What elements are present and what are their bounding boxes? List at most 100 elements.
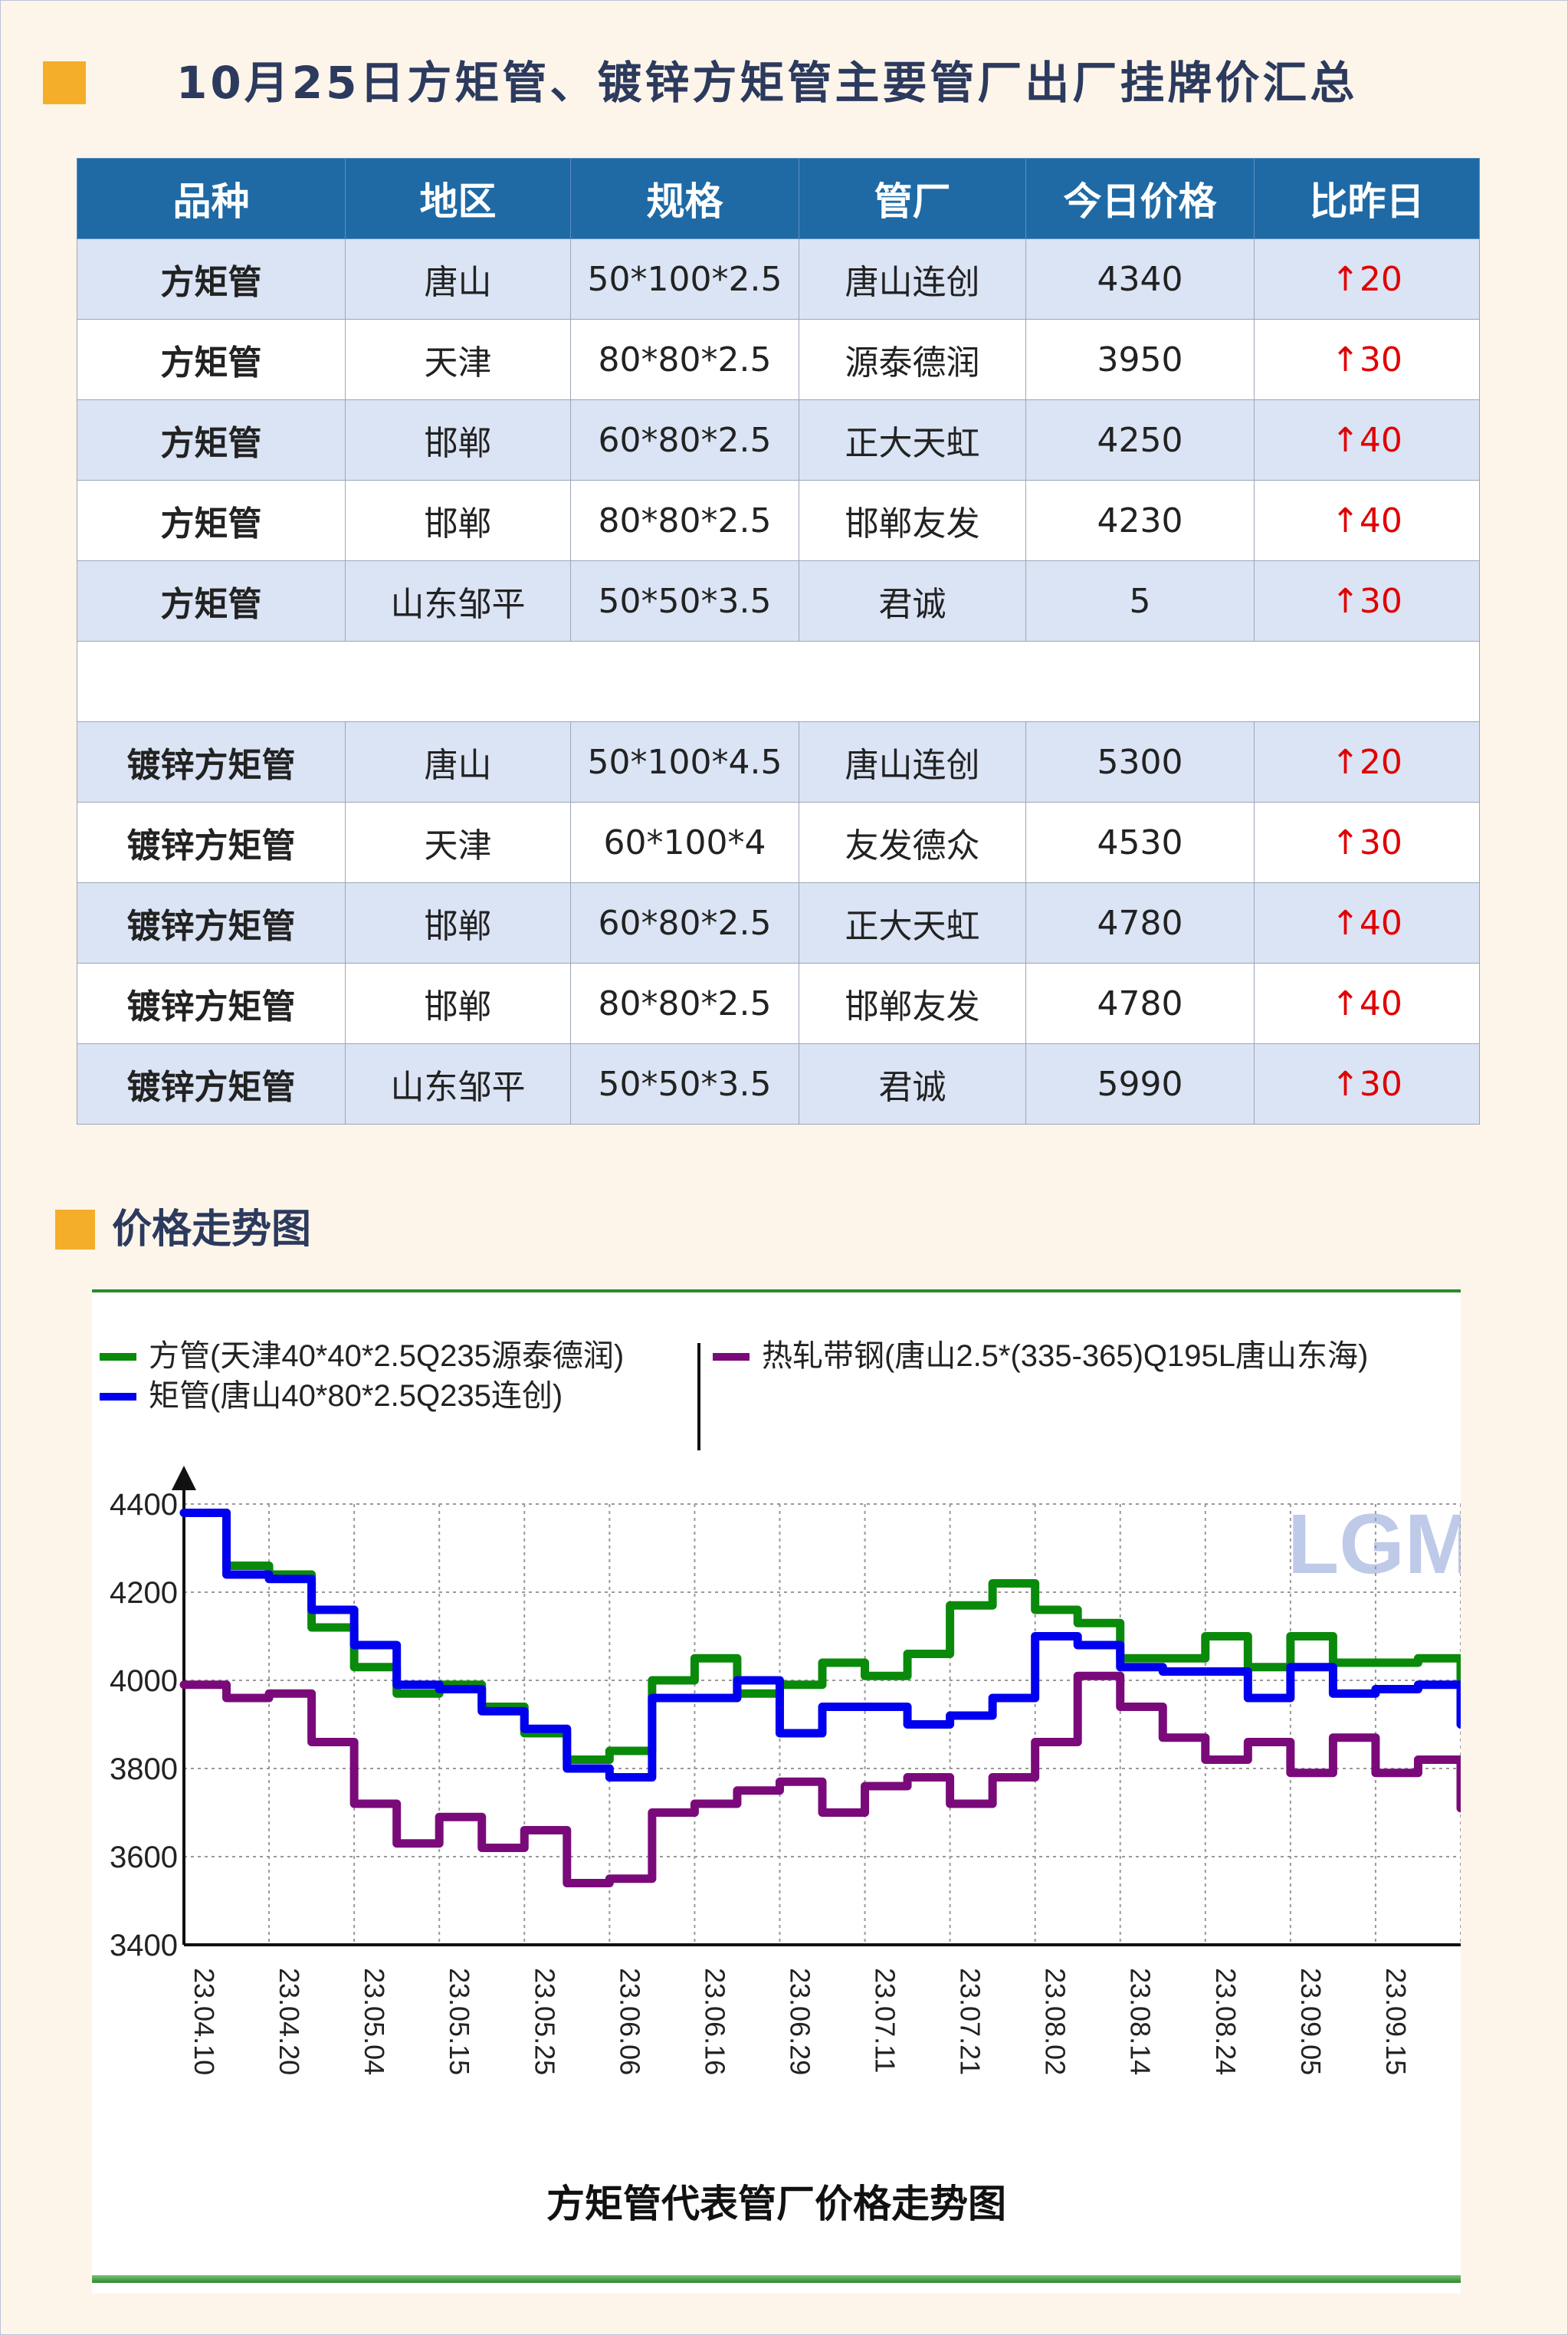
watermark-logo: LGMI: [1288, 1497, 1461, 1591]
cell-factory: 正大天虹: [799, 399, 1026, 481]
y-tick-label: 3600: [110, 1841, 178, 1874]
x-tick-label: 23.04.20: [274, 1968, 305, 2075]
cell-category: 方矩管: [77, 319, 346, 400]
cell-category: 镀锌方矩管: [77, 802, 346, 883]
cell-price: 4780: [1025, 963, 1255, 1044]
page-title: 10月25日方矩管、镀锌方矩管主要管厂出厂挂牌价汇总: [176, 57, 1358, 109]
y-tick-label: 3400: [110, 1929, 178, 1962]
cell-category: 镀锌方矩管: [77, 963, 346, 1044]
x-tick-label: 23.09.15: [1380, 1968, 1412, 2075]
x-tick-label: 23.08.14: [1125, 1968, 1156, 2075]
header-region: 地区: [345, 158, 571, 239]
x-tick-label: 23.08.24: [1210, 1968, 1242, 2075]
cell-region: 邯郸: [345, 480, 571, 561]
cell-region: 山东邹平: [345, 1043, 571, 1125]
x-tick-label: 23.06.16: [699, 1968, 730, 2075]
x-tick-label: 23.05.04: [359, 1968, 390, 2075]
cell-spec: 50*100*2.5: [570, 238, 799, 320]
cell-spec: 50*100*4.5: [570, 721, 799, 803]
y-tick-label: 4000: [110, 1664, 178, 1698]
legend-label: 方管(天津40*40*2.5Q235源泰德润): [149, 1339, 624, 1373]
y-tick-label: 3800: [110, 1752, 178, 1786]
cell-change: ↑40: [1254, 963, 1480, 1044]
cell-change: ↑40: [1254, 399, 1480, 481]
cell-category: 镀锌方矩管: [77, 882, 346, 964]
cell-factory: 唐山连创: [799, 238, 1026, 320]
x-tick-label: 23.07.11: [870, 1968, 901, 2073]
cell-change: ↑30: [1254, 1043, 1480, 1125]
page-header: 10月25日方矩管、镀锌方矩管主要管厂出厂挂牌价汇总: [43, 46, 1530, 120]
trend-chart: 方管(天津40*40*2.5Q235源泰德润) 矩管(唐山40*80*2.5Q23…: [92, 1289, 1461, 2294]
chart-title: 方矩管代表管厂价格走势图: [546, 2182, 1006, 2226]
header-factory: 管厂: [799, 158, 1026, 239]
cell-change: ↑20: [1254, 238, 1480, 320]
cell-spec: 60*80*2.5: [570, 882, 799, 964]
cell-factory: 君诚: [799, 1043, 1026, 1125]
legend-label: 矩管(唐山40*80*2.5Q235连创): [149, 1379, 563, 1413]
x-tick-label: 23.06.06: [614, 1968, 645, 2075]
legend-label: 热轧带钢(唐山2.5*(335-365)Q195L唐山东海): [762, 1339, 1368, 1373]
cell-change: ↑40: [1254, 480, 1480, 561]
section-title: 价格走势图: [112, 1207, 312, 1253]
spacer-cell: [77, 641, 1480, 722]
cell-category: 镀锌方矩管: [77, 721, 346, 803]
series-line: [179, 1671, 1461, 1887]
cell-spec: 50*50*3.5: [570, 560, 799, 642]
x-tick-label: 23.06.29: [784, 1968, 815, 2075]
chart-bottom-border: [92, 2275, 1461, 2283]
chart-svg: 方管(天津40*40*2.5Q235源泰德润) 矩管(唐山40*80*2.5Q23…: [100, 1339, 1461, 2226]
cell-price: 4340: [1025, 238, 1255, 320]
cell-region: 邯郸: [345, 882, 571, 964]
header-price: 今日价格: [1025, 158, 1255, 239]
cell-factory: 君诚: [799, 560, 1026, 642]
cell-price: 3950: [1025, 319, 1255, 400]
y-tick-label: 4200: [110, 1576, 178, 1610]
cell-price: 5990: [1025, 1043, 1255, 1125]
cell-change: ↑30: [1254, 802, 1480, 883]
table-row: 方矩管 天津 80*80*2.5 源泰德润 3950 ↑30: [77, 319, 1480, 400]
cell-change: ↑20: [1254, 721, 1480, 803]
x-tick-label: 23.05.25: [529, 1968, 560, 2075]
cell-change: ↑30: [1254, 319, 1480, 400]
cell-change: ↑30: [1254, 560, 1480, 642]
cell-price: 5300: [1025, 721, 1255, 803]
title-marker-icon: [43, 61, 86, 104]
table-row: 镀锌方矩管 邯郸 80*80*2.5 邯郸友发 4780 ↑40: [77, 963, 1480, 1044]
cell-factory: 源泰德润: [799, 319, 1026, 400]
cell-spec: 80*80*2.5: [570, 963, 799, 1044]
cell-factory: 正大天虹: [799, 882, 1026, 964]
table-row: 方矩管 唐山 50*100*2.5 唐山连创 4340 ↑20: [77, 238, 1480, 320]
cell-spec: 80*80*2.5: [570, 319, 799, 400]
cell-category: 镀锌方矩管: [77, 1043, 346, 1125]
x-tick-label: 23.04.10: [189, 1968, 220, 2075]
cell-category: 方矩管: [77, 560, 346, 642]
cell-price: 4530: [1025, 802, 1255, 883]
cell-factory: 友发德众: [799, 802, 1026, 883]
table-row: 镀锌方矩管 山东邹平 50*50*3.5 君诚 5990 ↑30: [77, 1043, 1480, 1125]
cell-price: 5: [1025, 560, 1255, 642]
cell-region: 天津: [345, 802, 571, 883]
x-tick-label: 23.07.21: [955, 1968, 986, 2075]
cell-region: 邯郸: [345, 963, 571, 1044]
x-tick-label: 23.09.05: [1295, 1968, 1327, 2075]
chart-top-border: [92, 1289, 1461, 1292]
section-marker-icon: [55, 1210, 95, 1250]
cell-factory: 唐山连创: [799, 721, 1026, 803]
cell-spec: 80*80*2.5: [570, 480, 799, 561]
table-row: 镀锌方矩管 天津 60*100*4 友发德众 4530 ↑30: [77, 802, 1480, 883]
cell-region: 邯郸: [345, 399, 571, 481]
y-axis-arrow-icon: [172, 1466, 196, 1490]
cell-category: 方矩管: [77, 399, 346, 481]
cell-spec: 50*50*3.5: [570, 1043, 799, 1125]
cell-category: 方矩管: [77, 238, 346, 320]
table-spacer-row: [77, 641, 1480, 722]
cell-category: 方矩管: [77, 480, 346, 561]
header-spec: 规格: [570, 158, 799, 239]
cell-region: 唐山: [345, 721, 571, 803]
table-row: 方矩管 邯郸 80*80*2.5 邯郸友发 4230 ↑40: [77, 480, 1480, 561]
cell-price: 4230: [1025, 480, 1255, 561]
table-row: 方矩管 邯郸 60*80*2.5 正大天虹 4250 ↑40: [77, 399, 1480, 481]
x-tick-label: 23.05.15: [444, 1968, 475, 2075]
series-line: [179, 1509, 1461, 1782]
header-category: 品种: [77, 158, 346, 239]
